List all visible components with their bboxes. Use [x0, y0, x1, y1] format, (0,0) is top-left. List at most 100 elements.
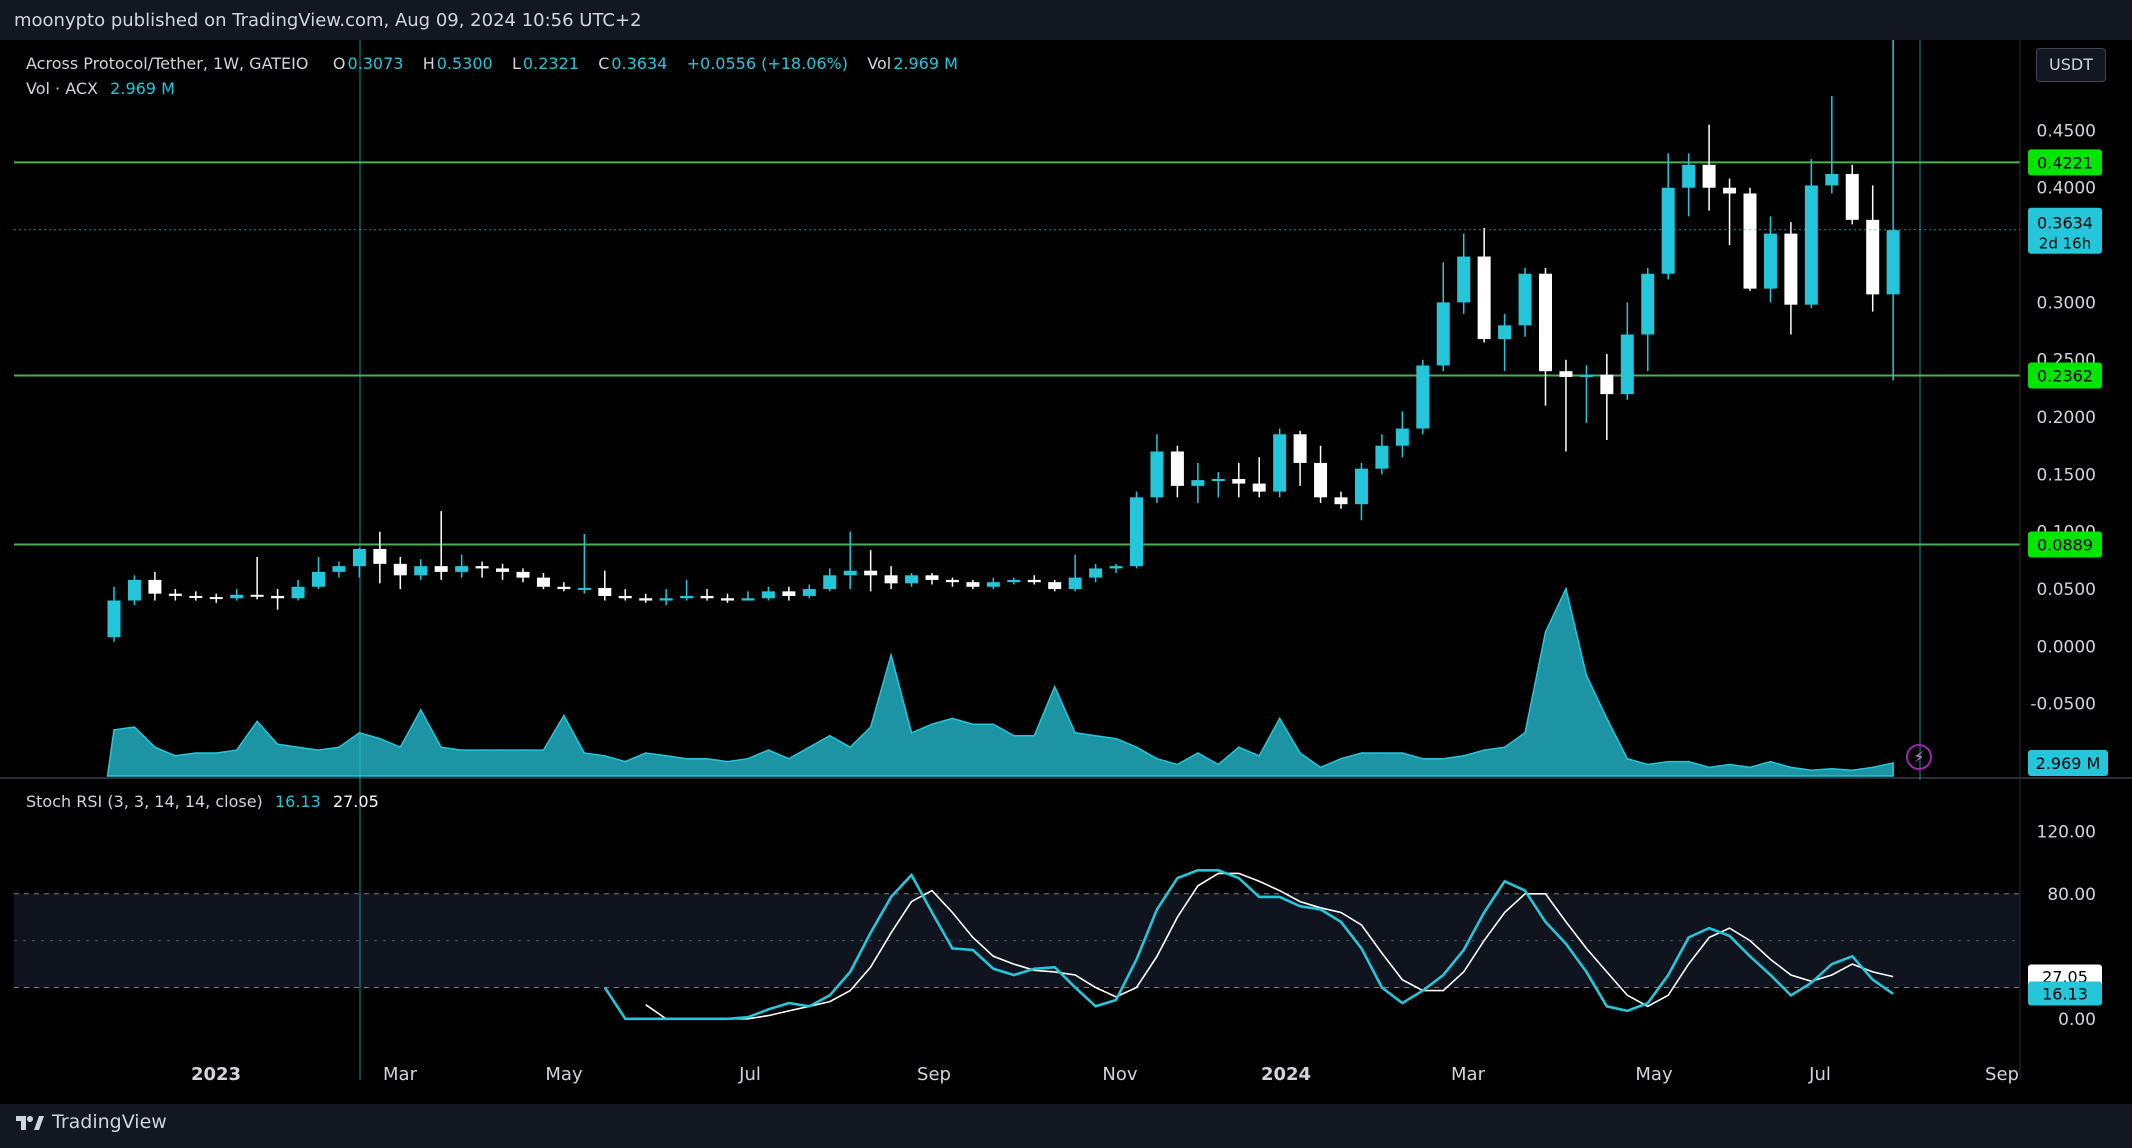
candle[interactable] [1845, 164, 1859, 225]
candle[interactable] [1477, 227, 1491, 343]
volume-point [1667, 760, 1669, 763]
candle[interactable] [1579, 365, 1593, 423]
candle[interactable] [312, 556, 325, 590]
candle[interactable] [721, 593, 734, 603]
candle[interactable] [1252, 457, 1266, 498]
candle[interactable] [598, 570, 612, 601]
candle[interactable] [434, 511, 448, 580]
candle[interactable] [986, 577, 1000, 590]
candle[interactable] [1375, 434, 1389, 475]
candle[interactable] [250, 556, 264, 600]
candle[interactable] [1293, 430, 1307, 486]
candle[interactable] [1661, 153, 1675, 280]
candle[interactable] [1089, 563, 1103, 583]
candle[interactable] [1436, 262, 1450, 372]
candle[interactable] [1559, 359, 1573, 452]
candle[interactable] [945, 577, 959, 587]
candle[interactable] [209, 593, 223, 603]
candle[interactable] [1886, 40, 1900, 381]
candle[interactable] [659, 589, 673, 606]
candle[interactable] [1723, 178, 1737, 246]
candle[interactable] [496, 563, 510, 580]
candle[interactable] [148, 571, 162, 601]
candle[interactable] [1825, 96, 1839, 194]
candle[interactable] [843, 531, 857, 590]
candle[interactable] [1804, 159, 1818, 309]
candle[interactable] [557, 582, 571, 592]
level-price-text: 0.2362 [2037, 367, 2093, 386]
alert-lightning-icon[interactable]: ⚡ [1906, 744, 1932, 770]
candle[interactable] [1457, 233, 1471, 314]
candle[interactable] [475, 561, 489, 578]
candle[interactable] [741, 591, 755, 601]
candle[interactable] [1395, 411, 1409, 458]
candle[interactable] [1191, 462, 1205, 504]
candle[interactable] [700, 589, 714, 601]
candle[interactable] [1211, 472, 1225, 498]
candle[interactable] [823, 568, 837, 592]
candle-body [1641, 273, 1655, 335]
candle[interactable] [1068, 554, 1082, 592]
candle[interactable] [618, 589, 632, 601]
candle[interactable] [1539, 268, 1552, 406]
candle[interactable] [1763, 216, 1777, 303]
candle[interactable] [761, 586, 775, 601]
candle[interactable] [1027, 575, 1041, 585]
candle[interactable] [1518, 268, 1532, 337]
candle[interactable] [1170, 445, 1184, 498]
candle[interactable] [639, 593, 653, 603]
candle[interactable] [1007, 577, 1021, 585]
candle[interactable] [291, 579, 305, 601]
candle[interactable] [782, 586, 796, 601]
candle[interactable] [516, 568, 530, 583]
volume-point [542, 749, 545, 751]
candle[interactable] [536, 573, 550, 590]
candle[interactable] [1866, 185, 1880, 312]
candle[interactable] [127, 575, 141, 606]
candle[interactable] [455, 554, 469, 578]
candle[interactable] [1784, 222, 1798, 335]
candle[interactable] [352, 547, 366, 578]
candle[interactable] [1354, 462, 1368, 521]
price-tick-label: 0.0000 [2037, 637, 2096, 657]
candle[interactable] [1334, 491, 1348, 509]
candle[interactable] [1702, 124, 1716, 211]
candle[interactable] [332, 561, 346, 578]
candle[interactable] [189, 591, 203, 601]
candle-body [1784, 233, 1798, 305]
candles-group[interactable] [107, 40, 1900, 642]
candle[interactable] [577, 534, 591, 594]
candle[interactable] [680, 579, 694, 601]
candle[interactable] [802, 584, 816, 599]
candle[interactable] [271, 589, 285, 610]
currency-button[interactable]: USDT [2036, 48, 2106, 82]
candle[interactable] [1232, 462, 1246, 498]
candle[interactable] [373, 531, 387, 584]
candle[interactable] [1682, 153, 1696, 217]
candle[interactable] [966, 579, 980, 590]
candle[interactable] [1498, 313, 1512, 372]
chart-canvas[interactable]: 0.45000.40000.35000.30000.25000.20000.15… [0, 40, 2132, 1104]
candle[interactable] [393, 556, 407, 590]
candle[interactable] [1743, 187, 1757, 291]
candle[interactable] [1314, 445, 1328, 504]
candle[interactable] [1600, 354, 1614, 440]
candle[interactable] [1048, 579, 1062, 592]
candle[interactable] [1150, 434, 1164, 504]
candle[interactable] [884, 566, 898, 590]
candle[interactable] [925, 573, 939, 585]
candle[interactable] [1109, 563, 1123, 574]
candle[interactable] [1620, 302, 1634, 400]
candle[interactable] [414, 559, 428, 580]
tradingview-logo[interactable]: TradingView [14, 1110, 167, 1134]
volume-point [931, 723, 933, 725]
candle[interactable] [1130, 491, 1143, 569]
candle[interactable] [864, 550, 878, 592]
candle[interactable] [905, 573, 919, 587]
candle[interactable] [1273, 428, 1287, 498]
candle[interactable] [1416, 359, 1430, 435]
candle[interactable] [107, 586, 121, 642]
candle[interactable] [1641, 268, 1655, 372]
candle[interactable] [168, 589, 182, 601]
candle[interactable] [230, 589, 244, 601]
